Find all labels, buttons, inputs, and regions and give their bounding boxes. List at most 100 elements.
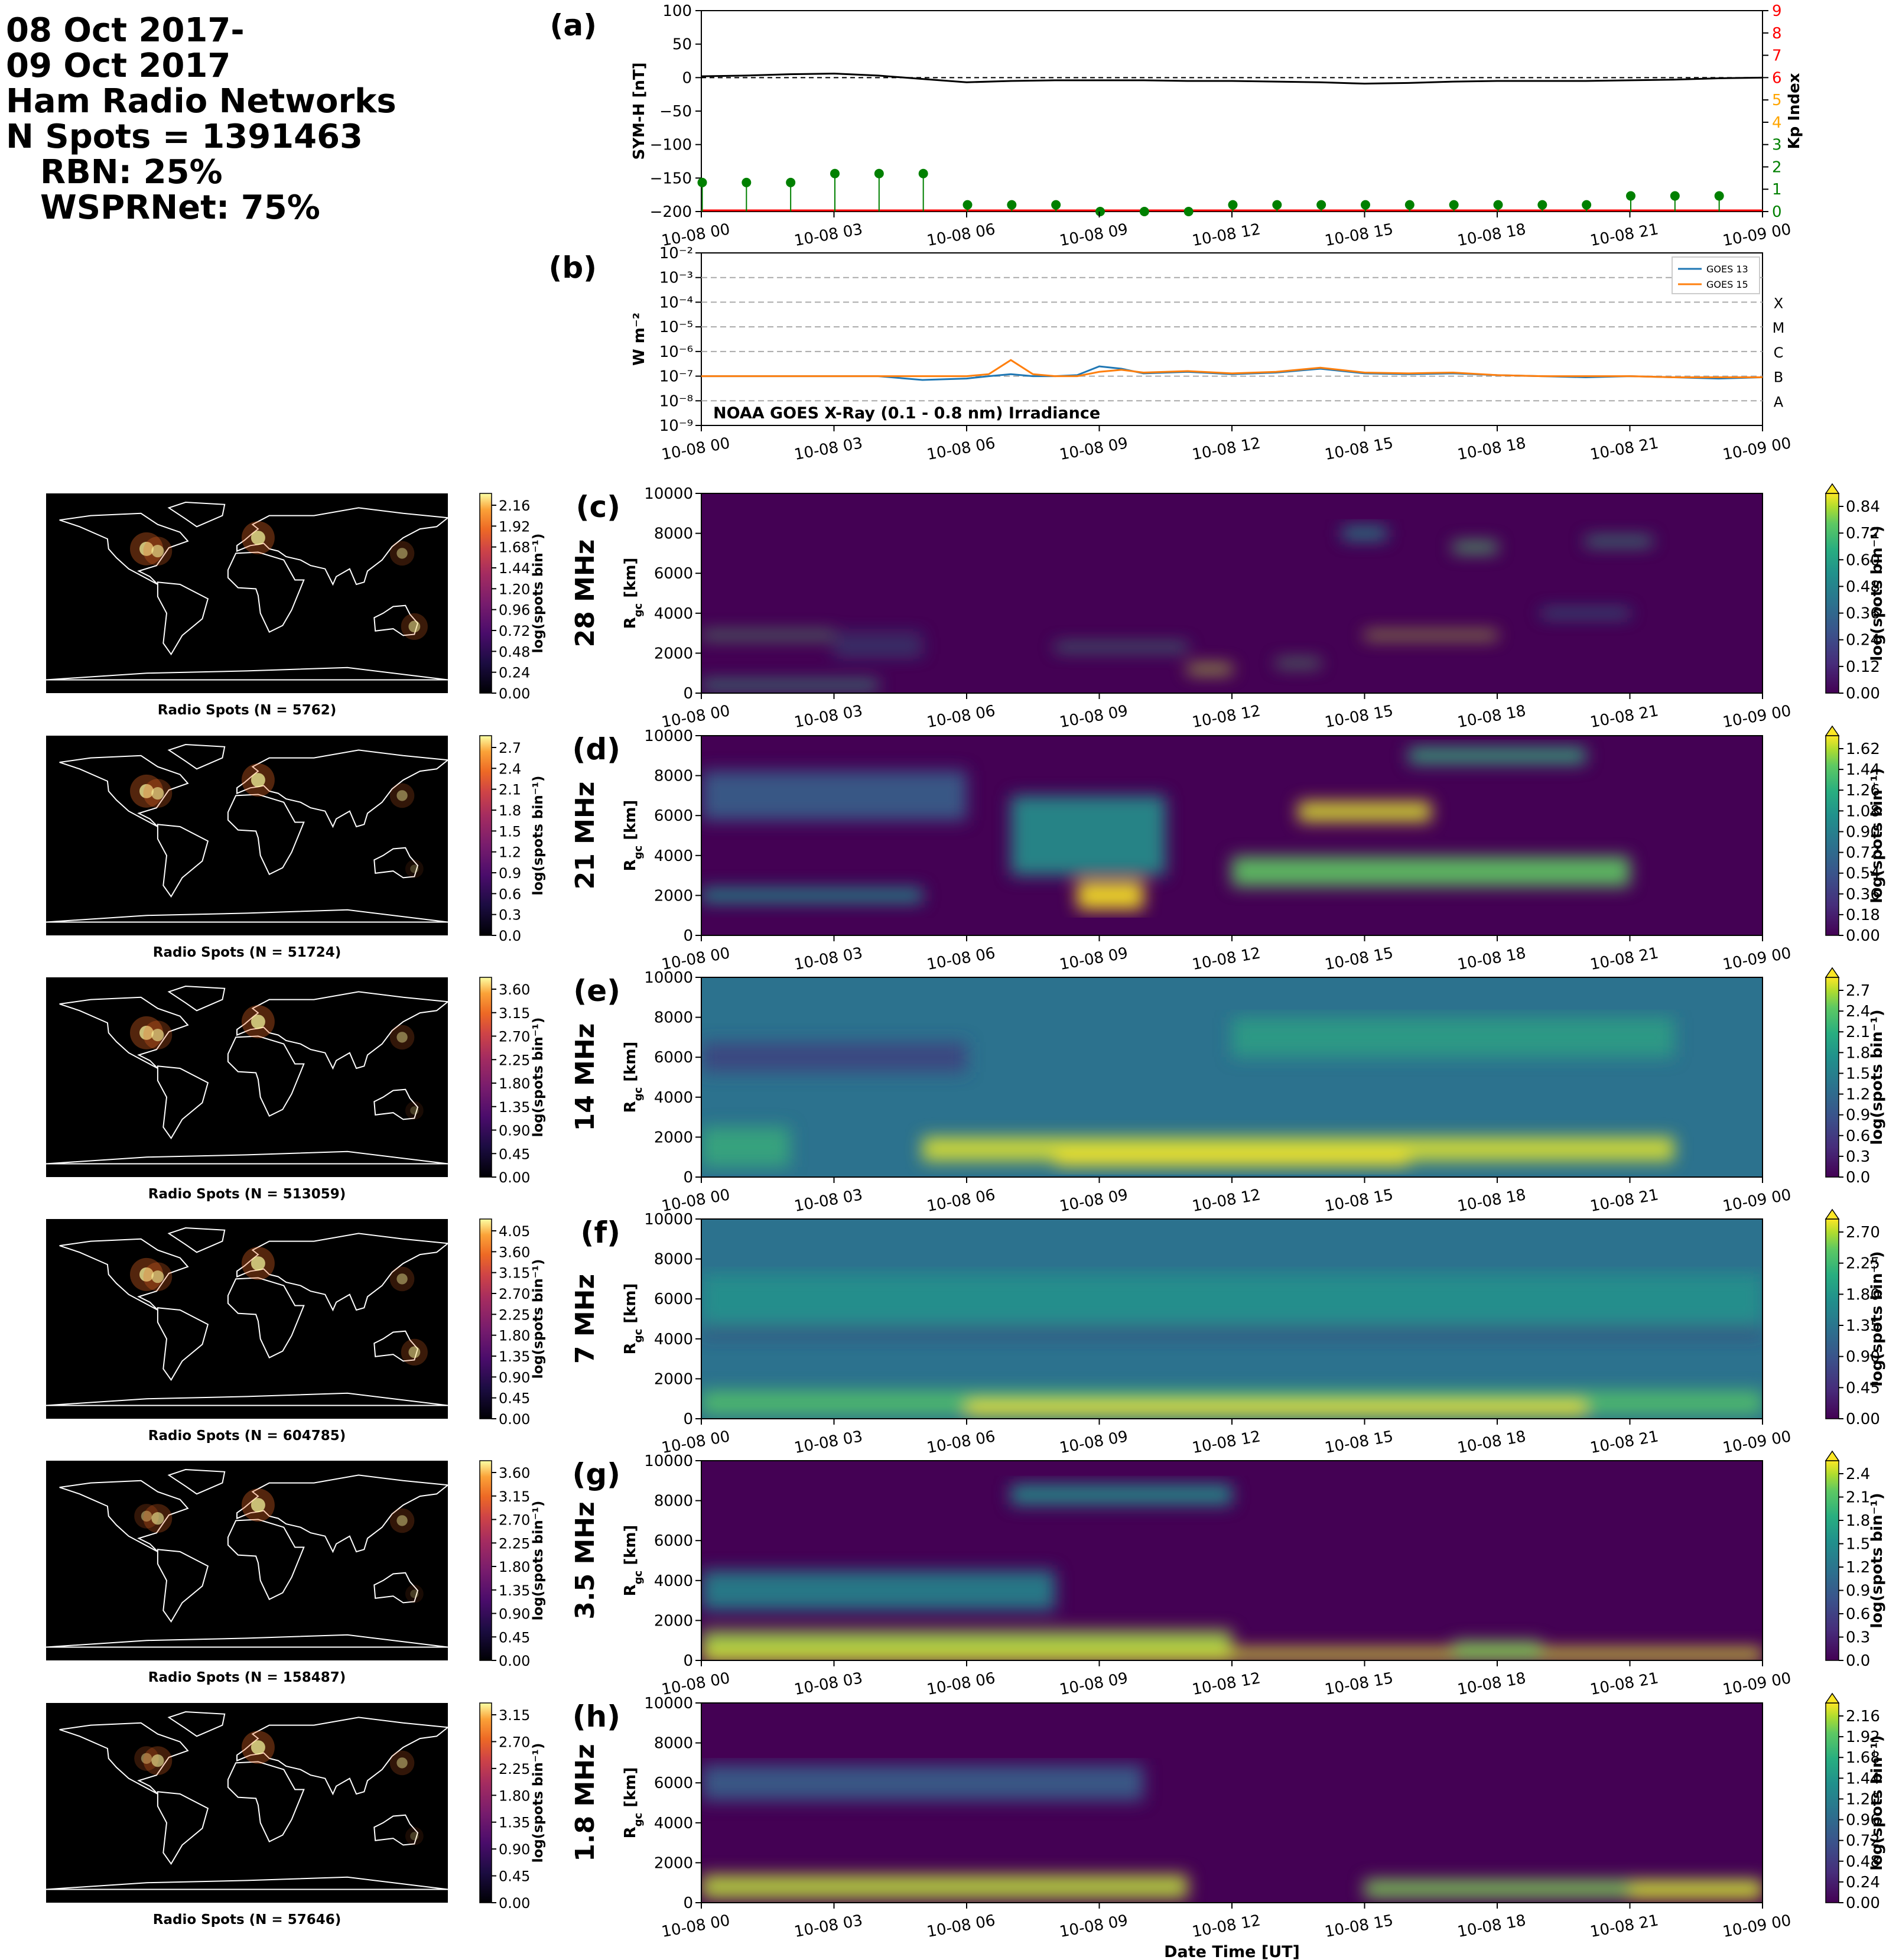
rgc-ylabel: Rgc [km] xyxy=(622,800,645,872)
heatmap-cells xyxy=(701,1017,1674,1168)
band-panel-xtick-label: 10-08 12 xyxy=(1191,702,1261,732)
map-colorbar-label: log(spots bin⁻¹) xyxy=(531,1743,546,1863)
map-colorbar-tick-label: 2.70 xyxy=(499,1734,530,1750)
kp-point xyxy=(962,200,973,210)
map-density-glow xyxy=(389,1750,415,1776)
map-colorbar-tick-label: 0.9 xyxy=(499,865,521,882)
colorbar-tick-label: 0.00 xyxy=(1846,927,1880,945)
panel-a-ytick-label: 50 xyxy=(672,36,692,54)
kp-point xyxy=(1007,200,1017,210)
colorbar-tick-label: 0.72 xyxy=(1846,844,1880,862)
map-colorbar-tick-label: 0.45 xyxy=(499,1868,530,1885)
band-panel-xtick-label: 10-08 15 xyxy=(1324,1912,1394,1941)
heatmap-blur-group xyxy=(701,1484,1763,1660)
viridis-colorbar xyxy=(1825,493,1839,694)
map-coastline xyxy=(373,847,419,879)
rgc-ytick-label: 8000 xyxy=(654,1735,693,1753)
heatmap-region xyxy=(967,1402,1586,1416)
colorbar-tick-label: 1.5 xyxy=(1846,1536,1870,1553)
colorbar-tick-label: 0.18 xyxy=(1846,906,1880,924)
colorbar-tick-label: 0.24 xyxy=(1846,1874,1880,1891)
colorbar-extend-arrow xyxy=(1825,1692,1840,1704)
map-coastline xyxy=(236,507,450,586)
panel-b-xtick-label: 10-09 00 xyxy=(1721,434,1792,464)
band-panel-xtick-label: 10-09 00 xyxy=(1721,1912,1792,1941)
band-panel-xtick-label: 10-08 06 xyxy=(925,944,996,974)
map-density-core xyxy=(139,1267,154,1282)
heatmap-region xyxy=(701,888,923,903)
map-background xyxy=(46,1219,448,1419)
band-panel-xtick-label: 10-08 12 xyxy=(1191,1669,1261,1699)
band-panel-xtick-label: 10-08 18 xyxy=(1456,702,1527,732)
panel-letter: (g) xyxy=(573,1457,621,1491)
map-colorbar-tick-label: 0.3 xyxy=(499,907,521,924)
heatmap-region xyxy=(701,1648,1763,1660)
panel-letter: (e) xyxy=(573,974,620,1008)
map-coastline xyxy=(227,1761,305,1843)
colorbar-tick-label: 1.26 xyxy=(1846,782,1880,799)
colorbar-tick-label: 0.3 xyxy=(1846,1629,1870,1647)
heatmap-region xyxy=(1298,801,1431,822)
heatmap-region xyxy=(701,1570,1055,1611)
map-coastline xyxy=(45,1876,448,1890)
rgc-ytick-label: 2000 xyxy=(654,887,693,905)
panel-b-ytick-label: 10⁻⁴ xyxy=(659,294,693,311)
heatmap-region xyxy=(701,1127,790,1168)
inferno-colorbar xyxy=(479,977,492,1178)
map-coastline xyxy=(167,1227,226,1253)
map-density-core xyxy=(139,1025,154,1040)
map-density-glow xyxy=(401,1338,428,1366)
map-colorbar-tick-label: 3.60 xyxy=(499,1244,530,1260)
colorbar-label: log(spots bin⁻¹) xyxy=(1868,1251,1886,1386)
band-panel-6: (h) 1.8 MHz 10000 8000 6000 4000 2000 0 Rgc [km]… xyxy=(570,1692,1886,1941)
map-caption: Radio Spots (N = 604785) xyxy=(148,1428,346,1444)
band-panel-3: (e) 14 MHz 10000 8000 6000 4000 2000 0 Rgc [km] 1… xyxy=(570,967,1886,1215)
band-panel-xtick-label: 10-08 09 xyxy=(1058,1186,1129,1215)
panel-a-xtick-label: 10-08 03 xyxy=(793,220,864,250)
panel-b-xtick-label: 10-08 12 xyxy=(1191,434,1261,464)
panel-a-y2tick-label: 1 xyxy=(1772,181,1782,199)
colorbar-tick-label: 0.36 xyxy=(1846,605,1880,623)
band-panel-xtick-label: 10-08 03 xyxy=(793,1912,864,1941)
kp-point xyxy=(1625,191,1635,201)
band-panel-1: (c) 28 MHz 10000 8000 6000 4000 2000 0 Rgc [km] 1… xyxy=(570,483,1886,732)
map-density-glow xyxy=(389,1266,415,1292)
panel-a-y2tick-label: 2 xyxy=(1772,158,1782,176)
map-coastline xyxy=(236,1474,450,1553)
map-colorbar-tick-label: 3.15 xyxy=(499,1488,530,1505)
heatmap-region xyxy=(1453,1641,1542,1660)
map-density-glow xyxy=(389,541,415,566)
heatmap-region xyxy=(1232,856,1630,887)
colorbar-tick-label: 1.80 xyxy=(1846,1286,1880,1304)
heatmap-region xyxy=(701,1330,1763,1336)
panel-b-frame xyxy=(701,252,1763,426)
map-colorbar-tick-label: 1.68 xyxy=(499,539,530,556)
band-panel-xtick-label: 10-08 18 xyxy=(1456,1186,1527,1215)
colorbar-tick-label: 1.92 xyxy=(1846,1728,1880,1746)
panel-b-annotation: NOAA GOES X-Ray (0.1 - 0.8 nm) Irradianc… xyxy=(713,404,1100,422)
header-network: Ham Radio Networks xyxy=(6,82,396,121)
colorbar-label: log(spots bin⁻¹) xyxy=(1868,1493,1886,1628)
map-coastline xyxy=(167,743,226,770)
rgc-ytick-label: 8000 xyxy=(654,1009,693,1027)
kp-point xyxy=(1493,200,1503,210)
band-panel-2: (d) 21 MHz 10000 8000 6000 4000 2000 0 Rgc [km] 1… xyxy=(570,725,1886,974)
heatmap-region xyxy=(1010,795,1166,876)
panel-a-xtick-label: 10-08 18 xyxy=(1456,220,1527,250)
band-label: 21 MHz xyxy=(570,782,600,890)
kp-point xyxy=(1272,200,1282,210)
panel-a-xtick-label: 10-08 15 xyxy=(1324,220,1394,250)
colorbar-tick-label: 1.35 xyxy=(1846,1317,1880,1335)
band-label: 28 MHz xyxy=(570,539,600,648)
map-density-core xyxy=(396,1032,408,1043)
rgc-ytick-label: 0 xyxy=(683,1894,693,1912)
panel-b-xtick-label: 10-08 18 xyxy=(1456,434,1527,464)
kp-point xyxy=(1714,191,1724,201)
band-panel-xtick-label: 10-08 18 xyxy=(1456,944,1527,974)
viridis-colorbar xyxy=(1825,1702,1839,1903)
heatmap-cells xyxy=(701,1273,1763,1416)
map-caption: Radio Spots (N = 51724) xyxy=(153,945,342,960)
heatmap-background xyxy=(701,493,1763,693)
band-panel-xtick-label: 10-08 09 xyxy=(1058,1669,1129,1699)
heatmap-blur-group xyxy=(701,1017,1674,1168)
